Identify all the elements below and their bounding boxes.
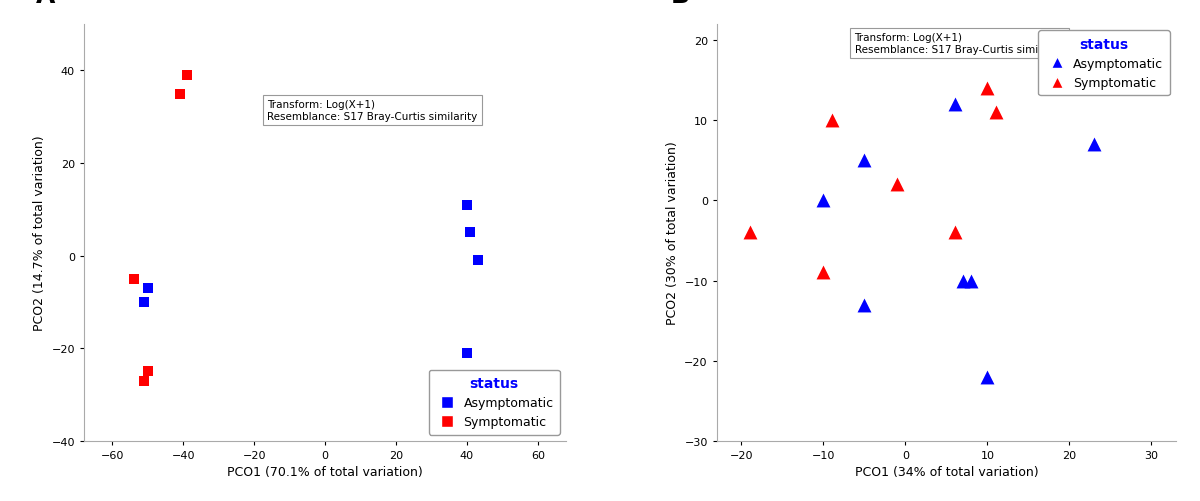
Point bbox=[457, 349, 476, 357]
Point bbox=[740, 229, 760, 237]
Text: A: A bbox=[36, 0, 55, 9]
Point bbox=[134, 298, 154, 306]
Point bbox=[461, 229, 480, 237]
Legend: Asymptomatic, Symptomatic: Asymptomatic, Symptomatic bbox=[1038, 31, 1170, 96]
Point bbox=[944, 101, 964, 109]
Text: Transform: Log(X+1)
Resemblance: S17 Bray-Curtis similarity: Transform: Log(X+1) Resemblance: S17 Bra… bbox=[854, 34, 1064, 55]
Point bbox=[814, 269, 833, 277]
Point bbox=[170, 90, 190, 98]
Point bbox=[814, 197, 833, 205]
Point bbox=[822, 117, 841, 125]
Point bbox=[854, 157, 874, 165]
Text: Transform: Log(X+1)
Resemblance: S17 Bray-Curtis similarity: Transform: Log(X+1) Resemblance: S17 Bra… bbox=[268, 100, 478, 121]
Point bbox=[138, 368, 157, 376]
Point bbox=[986, 109, 1006, 117]
Point bbox=[944, 229, 964, 237]
Point bbox=[468, 257, 487, 265]
Y-axis label: PCO2 (14.7% of total variation): PCO2 (14.7% of total variation) bbox=[32, 135, 46, 331]
Point bbox=[978, 85, 997, 93]
Point bbox=[854, 301, 874, 309]
Point bbox=[953, 277, 972, 285]
Point bbox=[978, 373, 997, 381]
Point bbox=[178, 72, 197, 80]
Y-axis label: PCO2 (30% of total variation): PCO2 (30% of total variation) bbox=[666, 141, 679, 325]
Point bbox=[124, 275, 143, 283]
Point bbox=[1085, 141, 1104, 149]
Text: B: B bbox=[671, 0, 690, 9]
Point bbox=[134, 377, 154, 385]
Point bbox=[138, 285, 157, 293]
X-axis label: PCO1 (70.1% of total variation): PCO1 (70.1% of total variation) bbox=[227, 465, 422, 478]
Point bbox=[961, 277, 980, 285]
Point bbox=[457, 201, 476, 209]
Legend: Asymptomatic, Symptomatic: Asymptomatic, Symptomatic bbox=[428, 370, 560, 435]
Point bbox=[888, 181, 907, 189]
X-axis label: PCO1 (34% of total variation): PCO1 (34% of total variation) bbox=[854, 465, 1038, 478]
